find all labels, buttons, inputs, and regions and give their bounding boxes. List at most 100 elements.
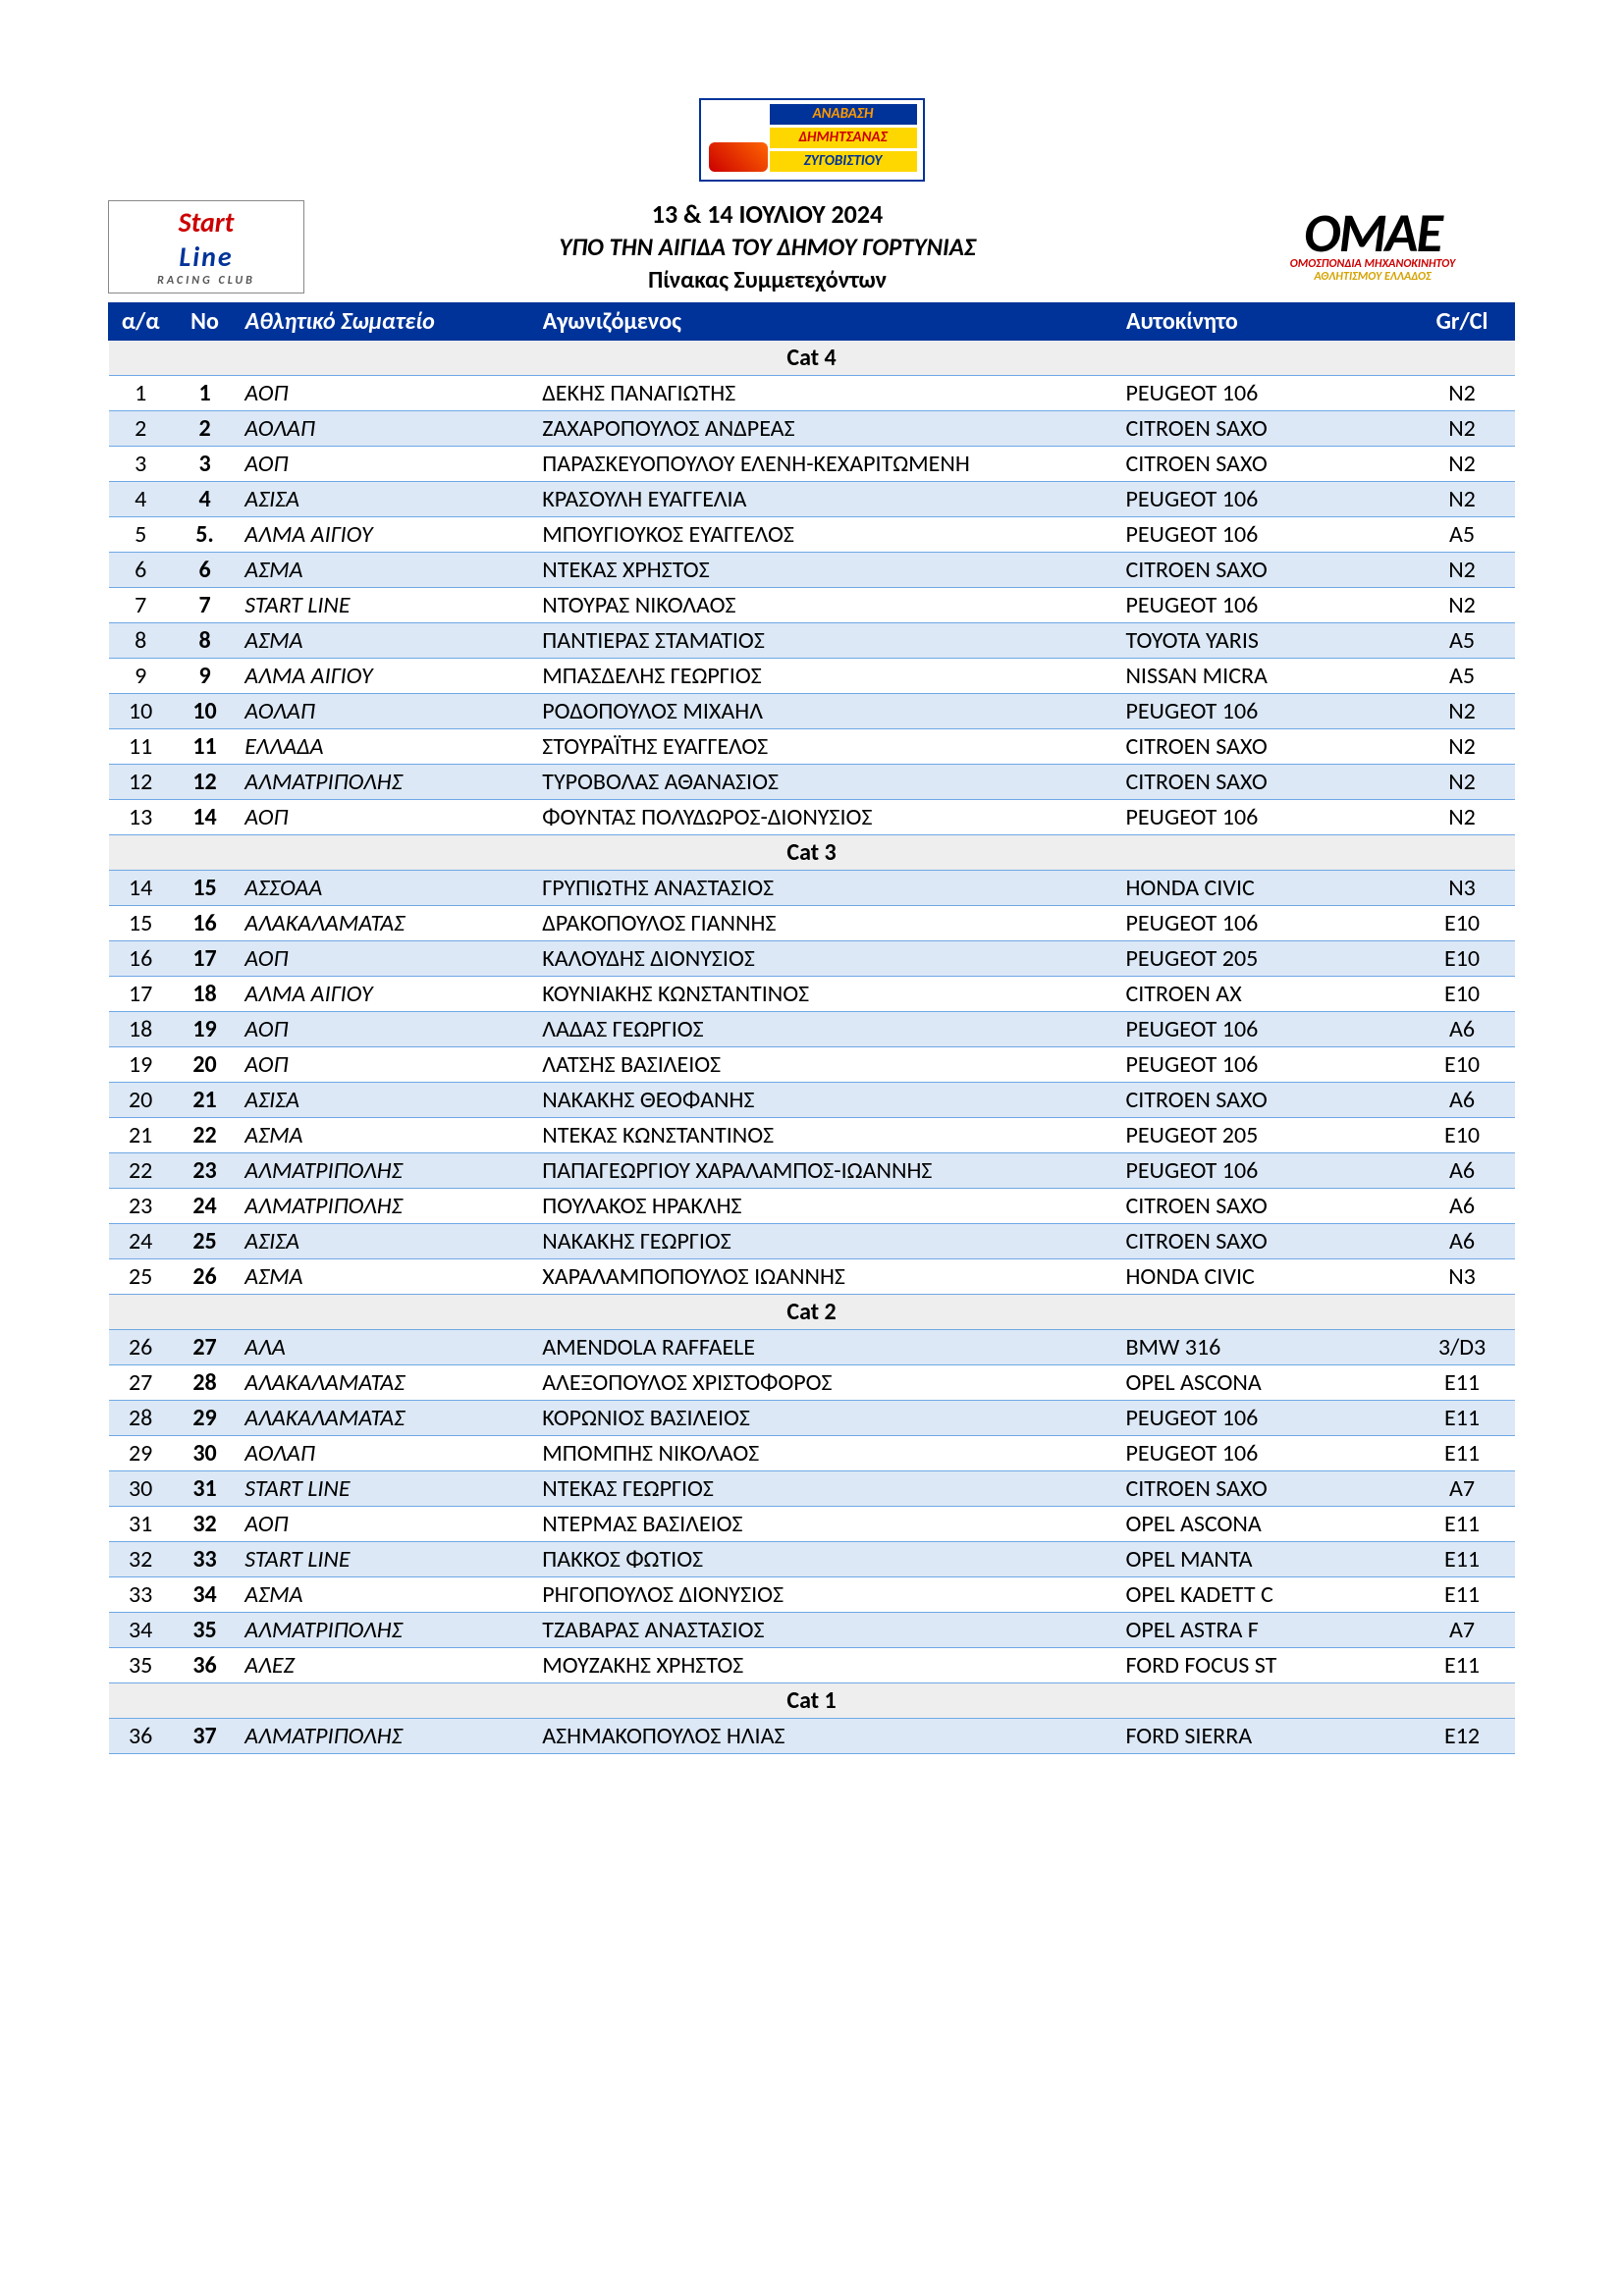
cell-gr: N2: [1410, 482, 1515, 517]
cell-car: OPEL ASCONA: [1117, 1507, 1409, 1542]
cell-driver: ΝΑΚΑΚΗΣ ΓΕΩΡΓΙΟΣ: [534, 1224, 1117, 1259]
cell-aa: 14: [109, 871, 173, 906]
cell-club: ΑΟΠ: [237, 1012, 534, 1047]
cell-club: ΑΟΠ: [237, 447, 534, 482]
cell-club: ΑΣΜΑ: [237, 1259, 534, 1295]
table-row: 1516ΑΛΑΚΑΛΑΜΑΤΑΣΔΡΑΚΟΠΟΥΛΟΣ ΓΙΑΝΝΗΣPEUGE…: [109, 906, 1515, 941]
date-line: 13 & 14 ΙΟΥΛΙΟΥ 2024: [324, 198, 1211, 230]
cell-club: START LINE: [237, 1542, 534, 1577]
cell-gr: E11: [1410, 1648, 1515, 1683]
header-area: ΑΝΑΒΑΣΗ ΔΗΜΗΤΣΑΝΑΣ ΖΥΓΟΒΙΣΤΙΟΥ Start Lin…: [108, 98, 1515, 294]
cell-gr: N2: [1410, 411, 1515, 447]
cell-gr: E12: [1410, 1719, 1515, 1754]
cell-gr: N2: [1410, 376, 1515, 411]
cell-driver: ΠΑΚΚΟΣ ΦΩΤΙΟΣ: [534, 1542, 1117, 1577]
cell-gr: A6: [1410, 1153, 1515, 1189]
cell-car: CITROEN SAXO: [1117, 411, 1409, 447]
table-header-row: α/α No Αθλητικό Σωματείο Αγωνιζόμενος Αυ…: [109, 303, 1515, 341]
table-row: 2930ΑΟΛΑΠΜΠΟΜΠΗΣ ΝΙΚΟΛΑΟΣPEUGEOT 106E11: [109, 1436, 1515, 1471]
table-row: 66ΑΣΜΑΝΤΕΚΑΣ ΧΡΗΣΤΟΣCITROEN SAXON2: [109, 553, 1515, 588]
cell-driver: ΛΑΔΑΣ ΓΕΩΡΓΙΟΣ: [534, 1012, 1117, 1047]
cell-gr: E11: [1410, 1577, 1515, 1613]
cell-driver: ΡΗΓΟΠΟΥΛΟΣ ΔΙΟΝΥΣΙΟΣ: [534, 1577, 1117, 1613]
cell-aa: 27: [109, 1365, 173, 1401]
cell-driver: ΠΑΡΑΣΚΕΥΟΠΟΥΛΟΥ ΕΛΕΝΗ-ΚΕΧΑΡΙΤΩΜΕΝΗ: [534, 447, 1117, 482]
event-logo-line2: ΔΗΜΗΤΣΑΝΑΣ: [770, 128, 917, 148]
table-body: Cat 411ΑΟΠΔΕΚΗΣ ΠΑΝΑΓΙΩΤΗΣPEUGEOT 106N22…: [109, 341, 1515, 1754]
cell-car: HONDA CIVIC: [1117, 1259, 1409, 1295]
table-row: 77START LINEΝΤΟΥΡΑΣ ΝΙΚΟΛΑΟΣPEUGEOT 106N…: [109, 588, 1515, 623]
center-text: 13 & 14 ΙΟΥΛΙΟΥ 2024 ΥΠΟ ΤΗΝ ΑΙΓΙΔΑ ΤΟΥ …: [324, 198, 1211, 294]
table-row: 1415ΑΣΣΟΑΑΓΡΥΠΙΩΤΗΣ ΑΝΑΣΤΑΣΙΟΣHONDA CIVI…: [109, 871, 1515, 906]
cell-gr: E10: [1410, 1118, 1515, 1153]
cell-driver: AMENDOLA RAFFAELE: [534, 1330, 1117, 1365]
cell-driver: ΑΛΕΞΟΠΟΥΛΟΣ ΧΡΙΣΤΟΦΟΡΟΣ: [534, 1365, 1117, 1401]
cell-car: OPEL ASTRA F: [1117, 1613, 1409, 1648]
cell-car: PEUGEOT 106: [1117, 1153, 1409, 1189]
cell-club: ΑΛΜΑΤΡΙΠΟΛΗΣ: [237, 1153, 534, 1189]
cell-aa: 23: [109, 1189, 173, 1224]
cell-gr: N2: [1410, 694, 1515, 729]
cell-aa: 7: [109, 588, 173, 623]
cell-no: 35: [173, 1613, 237, 1648]
cell-driver: ΝΤΕΚΑΣ ΓΕΩΡΓΙΟΣ: [534, 1471, 1117, 1507]
cell-club: ΑΛΑΚΑΛΑΜΑΤΑΣ: [237, 1401, 534, 1436]
cell-aa: 29: [109, 1436, 173, 1471]
cell-driver: ΣΤΟΥΡΑΪΤΗΣ ΕΥΑΓΓΕΛΟΣ: [534, 729, 1117, 765]
car-icon: [709, 142, 768, 172]
cell-gr: N2: [1410, 553, 1515, 588]
table-row: 11ΑΟΠΔΕΚΗΣ ΠΑΝΑΓΙΩΤΗΣPEUGEOT 106N2: [109, 376, 1515, 411]
cell-gr: N2: [1410, 588, 1515, 623]
cell-aa: 28: [109, 1401, 173, 1436]
cell-gr: E11: [1410, 1401, 1515, 1436]
cell-driver: ΚΟΡΩΝΙΟΣ ΒΑΣΙΛΕΙΟΣ: [534, 1401, 1117, 1436]
cell-driver: ΤΥΡΟΒΟΛΑΣ ΑΘΑΝΑΣΙΟΣ: [534, 765, 1117, 800]
cell-driver: ΔΡΑΚΟΠΟΥΛΟΣ ΓΙΑΝΝΗΣ: [534, 906, 1117, 941]
cell-gr: E10: [1410, 1047, 1515, 1083]
cell-aa: 20: [109, 1083, 173, 1118]
table-row: 1819ΑΟΠΛΑΔΑΣ ΓΕΩΡΓΙΟΣPEUGEOT 106A6: [109, 1012, 1515, 1047]
cell-gr: N3: [1410, 871, 1515, 906]
cell-car: HONDA CIVIC: [1117, 871, 1409, 906]
cell-driver: ΓΡΥΠΙΩΤΗΣ ΑΝΑΣΤΑΣΙΟΣ: [534, 871, 1117, 906]
cell-club: ΑΛΜΑΤΡΙΠΟΛΗΣ: [237, 1189, 534, 1224]
cell-no: 1: [173, 376, 237, 411]
cell-club: ΑΣΙΣΑ: [237, 482, 534, 517]
cell-driver: ΜΠΟΜΠΗΣ ΝΙΚΟΛΑΟΣ: [534, 1436, 1117, 1471]
cell-driver: ΠΑΝΤΙΕΡΑΣ ΣΤΑΜΑΤΙΟΣ: [534, 623, 1117, 659]
table-row: 88ΑΣΜΑΠΑΝΤΙΕΡΑΣ ΣΤΑΜΑΤΙΟΣTOYOTA YARISA5: [109, 623, 1515, 659]
cell-no: 21: [173, 1083, 237, 1118]
cell-aa: 32: [109, 1542, 173, 1577]
cell-club: ΑΟΛΑΠ: [237, 411, 534, 447]
cell-driver: ΑΣΗΜΑΚΟΠΟΥΛΟΣ ΗΛΙΑΣ: [534, 1719, 1117, 1754]
cell-no: 28: [173, 1365, 237, 1401]
table-row: 33ΑΟΠΠΑΡΑΣΚΕΥΟΠΟΥΛΟΥ ΕΛΕΝΗ-ΚΕΧΑΡΙΤΩΜΕΝΗC…: [109, 447, 1515, 482]
cell-aa: 25: [109, 1259, 173, 1295]
cell-driver: ΝΤΕΚΑΣ ΧΡΗΣΤΟΣ: [534, 553, 1117, 588]
cell-aa: 22: [109, 1153, 173, 1189]
cell-car: CITROEN SAXO: [1117, 1471, 1409, 1507]
cell-car: CITROEN SAXO: [1117, 1083, 1409, 1118]
cell-no: 12: [173, 765, 237, 800]
cell-no: 36: [173, 1648, 237, 1683]
cell-driver: ΚΡΑΣΟΥΛΗ ΕΥΑΓΓΕΛΙΑ: [534, 482, 1117, 517]
cell-aa: 3: [109, 447, 173, 482]
cell-car: PEUGEOT 106: [1117, 906, 1409, 941]
col-driver: Αγωνιζόμενος: [534, 303, 1117, 341]
cell-car: PEUGEOT 205: [1117, 941, 1409, 977]
cell-club: ΑΛΜΑ ΑΙΓΙΟΥ: [237, 517, 534, 553]
cell-club: ΑΛΜΑ ΑΙΓΙΟΥ: [237, 977, 534, 1012]
cell-gr: A5: [1410, 517, 1515, 553]
cell-club: ΑΣΜΑ: [237, 553, 534, 588]
table-row: 2627ΑΛΑAMENDOLA RAFFAELEBMW 3163/D3: [109, 1330, 1515, 1365]
cell-aa: 26: [109, 1330, 173, 1365]
cell-car: OPEL MANTA: [1117, 1542, 1409, 1577]
table-row: 1212ΑΛΜΑΤΡΙΠΟΛΗΣΤΥΡΟΒΟΛΑΣ ΑΘΑΝΑΣΙΟΣCITRO…: [109, 765, 1515, 800]
cell-gr: A7: [1410, 1613, 1515, 1648]
cell-no: 26: [173, 1259, 237, 1295]
cell-no: 23: [173, 1153, 237, 1189]
cell-no: 16: [173, 906, 237, 941]
table-row: 55.ΑΛΜΑ ΑΙΓΙΟΥΜΠΟΥΓΙΟΥΚΟΣ ΕΥΑΓΓΕΛΟΣPEUGE…: [109, 517, 1515, 553]
cell-club: ΑΟΛΑΠ: [237, 694, 534, 729]
left-logo-l1: Start: [179, 205, 235, 240]
